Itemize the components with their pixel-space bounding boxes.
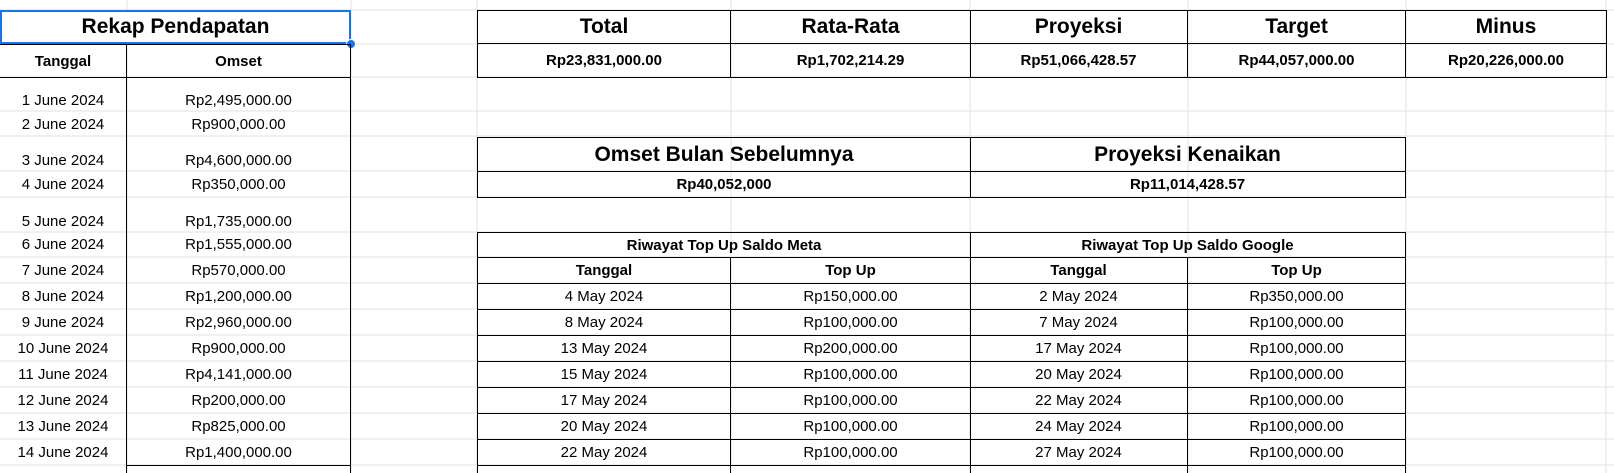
rekap-row-tanggal[interactable]: 8 June 2024 <box>0 283 127 309</box>
meta-row-tanggal[interactable]: 20 May 2024 <box>477 413 731 440</box>
projection-increase-title[interactable]: Proyeksi Kenaikan <box>970 137 1406 172</box>
rekap-row-omset[interactable]: Rp900,000.00 <box>127 335 351 361</box>
rekap-col-tanggal[interactable]: Tanggal <box>0 44 127 78</box>
google-row-tanggal[interactable]: 20 May 2024 <box>970 361 1188 388</box>
google-row-tanggal[interactable]: 22 May 2024 <box>970 387 1188 414</box>
rekap-row-omset[interactable]: Rp4,141,000.00 <box>127 361 351 387</box>
rekap-row-tanggal[interactable]: 12 June 2024 <box>0 387 127 413</box>
rekap-row-tanggal[interactable]: 10 June 2024 <box>0 335 127 361</box>
meta-row-amount[interactable]: Rp100,000.00 <box>731 413 971 440</box>
google-row-amount[interactable]: Rp100,000.00 <box>1188 309 1406 336</box>
summary-value-proyeksi[interactable]: Rp51,066,428.57 <box>970 44 1188 78</box>
topup-row-next <box>477 465 731 473</box>
google-row-tanggal[interactable]: 24 May 2024 <box>970 413 1188 440</box>
google-row-amount[interactable]: Rp100,000.00 <box>1188 387 1406 414</box>
rekap-row-tanggal[interactable]: 11 June 2024 <box>0 361 127 387</box>
google-row-tanggal[interactable]: 17 May 2024 <box>970 335 1188 362</box>
summary-header-target[interactable]: Target <box>1188 10 1406 44</box>
meta-row-amount[interactable]: Rp100,000.00 <box>731 361 971 388</box>
rekap-row-tanggal[interactable]: 1 June 2024 <box>0 78 127 111</box>
summary-value-total[interactable]: Rp23,831,000.00 <box>477 44 731 78</box>
rekap-row-tanggal[interactable]: 9 June 2024 <box>0 309 127 335</box>
meta-row-amount[interactable]: Rp150,000.00 <box>731 283 971 310</box>
summary-header-minus[interactable]: Minus <box>1406 10 1607 44</box>
google-row-tanggal[interactable]: 2 May 2024 <box>970 283 1188 310</box>
rekap-row-omset[interactable]: Rp2,495,000.00 <box>127 78 351 111</box>
rekap-row-omset[interactable]: Rp1,735,000.00 <box>127 197 351 232</box>
google-row-amount[interactable]: Rp100,000.00 <box>1188 439 1406 466</box>
rekap-row-omset[interactable]: Rp200,000.00 <box>127 387 351 413</box>
meta-row-tanggal[interactable]: 17 May 2024 <box>477 387 731 414</box>
rekap-row-tanggal[interactable]: 13 June 2024 <box>0 413 127 439</box>
projection-increase-value[interactable]: Rp11,014,428.57 <box>970 171 1406 198</box>
rekap-row-omset[interactable]: Rp4,600,000.00 <box>127 137 351 171</box>
rekap-row-tanggal[interactable]: 3 June 2024 <box>0 137 127 171</box>
rekap-row-omset[interactable]: Rp2,960,000.00 <box>127 309 351 335</box>
summary-header-rata-rata[interactable]: Rata-Rata <box>731 10 971 44</box>
rekap-row-omset[interactable]: Rp1,200,000.00 <box>127 283 351 309</box>
meta-col-topup[interactable]: Top Up <box>731 257 971 284</box>
google-row-amount[interactable]: Rp100,000.00 <box>1188 335 1406 362</box>
meta-col-tanggal[interactable]: Tanggal <box>477 257 731 284</box>
summary-value-target[interactable]: Rp44,057,000.00 <box>1188 44 1406 78</box>
rekap-row-tanggal[interactable]: 7 June 2024 <box>0 257 127 283</box>
prev-month-title[interactable]: Omset Bulan Sebelumnya <box>477 137 971 172</box>
summary-header-total[interactable]: Total <box>477 10 731 44</box>
rekap-row-tanggal[interactable]: 2 June 2024 <box>0 111 127 137</box>
topup-row-next <box>1188 465 1406 473</box>
rekap-row-omset[interactable]: Rp900,000.00 <box>127 111 351 137</box>
rekap-title: Rekap Pendapatan <box>81 15 270 38</box>
rekap-row-omset[interactable]: Rp1,400,000.00 <box>127 439 351 465</box>
google-row-tanggal[interactable]: 7 May 2024 <box>970 309 1188 336</box>
meta-row-tanggal[interactable]: 15 May 2024 <box>477 361 731 388</box>
prev-month-value[interactable]: Rp40,052,000 <box>477 171 971 198</box>
google-row-tanggal[interactable]: 27 May 2024 <box>970 439 1188 466</box>
meta-row-tanggal[interactable]: 22 May 2024 <box>477 439 731 466</box>
rekap-row-tanggal[interactable]: 4 June 2024 <box>0 171 127 197</box>
google-topup-title[interactable]: Riwayat Top Up Saldo Google <box>970 232 1406 258</box>
rekap-row-tanggal[interactable]: 14 June 2024 <box>0 439 127 465</box>
rekap-row-omset[interactable]: Rp350,000.00 <box>127 171 351 197</box>
meta-row-amount[interactable]: Rp100,000.00 <box>731 309 971 336</box>
meta-row-amount[interactable]: Rp200,000.00 <box>731 335 971 362</box>
google-row-amount[interactable]: Rp100,000.00 <box>1188 361 1406 388</box>
topup-row-next <box>970 465 1188 473</box>
summary-value-rata-rata[interactable]: Rp1,702,214.29 <box>731 44 971 78</box>
summary-header-proyeksi[interactable]: Proyeksi <box>970 10 1188 44</box>
rekap-row-tanggal[interactable]: 5 June 2024 <box>0 197 127 232</box>
summary-value-minus[interactable]: Rp20,226,000.00 <box>1406 44 1607 78</box>
google-col-topup[interactable]: Top Up <box>1188 257 1406 284</box>
rekap-row-omset[interactable]: Rp825,000.00 <box>127 413 351 439</box>
meta-row-amount[interactable]: Rp100,000.00 <box>731 439 971 466</box>
topup-row-next <box>731 465 971 473</box>
meta-row-tanggal[interactable]: 4 May 2024 <box>477 283 731 310</box>
rekap-row-omset[interactable]: Rp570,000.00 <box>127 257 351 283</box>
meta-row-tanggal[interactable]: 13 May 2024 <box>477 335 731 362</box>
rekap-row-next-left <box>0 465 127 473</box>
rekap-col-omset[interactable]: Omset <box>127 44 351 78</box>
meta-row-tanggal[interactable]: 8 May 2024 <box>477 309 731 336</box>
meta-row-amount[interactable]: Rp100,000.00 <box>731 387 971 414</box>
rekap-row-tanggal[interactable]: 6 June 2024 <box>0 232 127 257</box>
rekap-row-omset[interactable]: Rp1,555,000.00 <box>127 232 351 257</box>
rekap-title-cell[interactable]: Rekap Pendapatan <box>0 10 351 44</box>
meta-topup-title[interactable]: Riwayat Top Up Saldo Meta <box>477 232 971 258</box>
google-row-amount[interactable]: Rp100,000.00 <box>1188 413 1406 440</box>
google-row-amount[interactable]: Rp350,000.00 <box>1188 283 1406 310</box>
rekap-row-next <box>127 465 351 473</box>
google-col-tanggal[interactable]: Tanggal <box>970 257 1188 284</box>
